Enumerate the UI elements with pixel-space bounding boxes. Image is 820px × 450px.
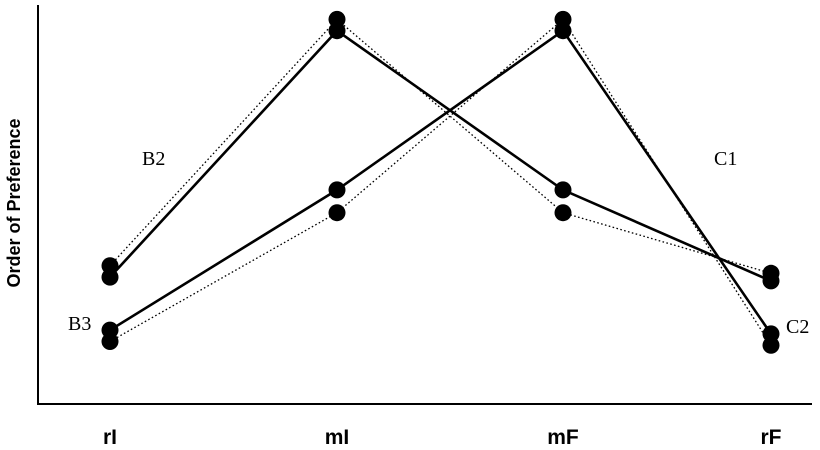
data-point-c2-rf	[762, 325, 780, 343]
data-point-c1-ri	[101, 268, 119, 286]
y-axis-label: Order of Preference	[4, 118, 24, 287]
data-point-c1-mi	[328, 22, 346, 40]
data-point-b3-mi	[328, 204, 346, 222]
x-tick-label-mf: mF	[547, 426, 579, 449]
x-tick-labels: rI mI mF rF	[103, 426, 782, 449]
series-label-b3: B3	[68, 313, 91, 335]
data-point-c2-mi	[328, 181, 346, 199]
series-lines	[109, 18, 773, 346]
x-tick-label-rf: rF	[761, 426, 782, 449]
data-point-c1-rf	[762, 272, 780, 290]
data-point-c1-mf	[554, 181, 572, 199]
series-line-b3	[109, 18, 772, 346]
series-markers	[101, 10, 780, 354]
data-point-b2-mf	[554, 204, 572, 222]
data-point-c2-mf	[554, 22, 572, 40]
series-label-b2: B2	[142, 148, 165, 170]
series-line-b2	[109, 18, 772, 274]
series-labels: B2 B3 C1 C2	[68, 148, 809, 338]
series-line-c2	[109, 28, 773, 335]
series-label-c1: C1	[714, 148, 737, 170]
series-label-c2: C2	[786, 316, 809, 338]
data-point-c2-ri	[101, 321, 119, 339]
x-tick-label-mi: mI	[325, 426, 350, 449]
x-tick-label-ri: rI	[103, 426, 117, 449]
series-line-c1	[109, 28, 772, 283]
